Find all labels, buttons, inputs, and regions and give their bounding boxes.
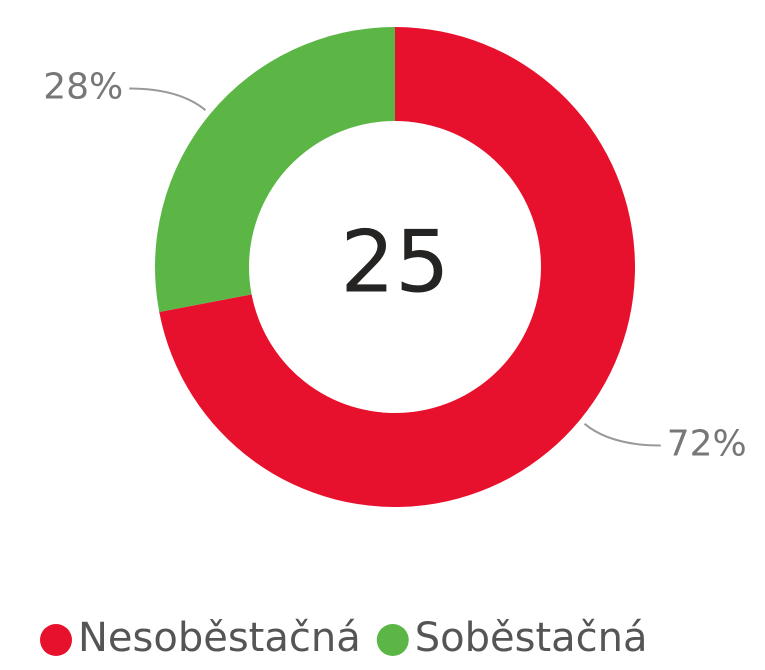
legend-label: Nesoběstačná <box>78 615 361 661</box>
donut-slice <box>154 27 395 312</box>
legend-label: Soběstačná <box>415 615 648 661</box>
data-label: 28% <box>43 67 123 108</box>
legend-marker <box>40 624 72 656</box>
data-label: 72% <box>667 423 747 464</box>
donut-slice <box>159 27 636 507</box>
legend-marker <box>376 624 409 656</box>
leader-line <box>129 87 207 111</box>
center-label: 25 <box>340 212 449 312</box>
leader-line <box>583 423 661 447</box>
